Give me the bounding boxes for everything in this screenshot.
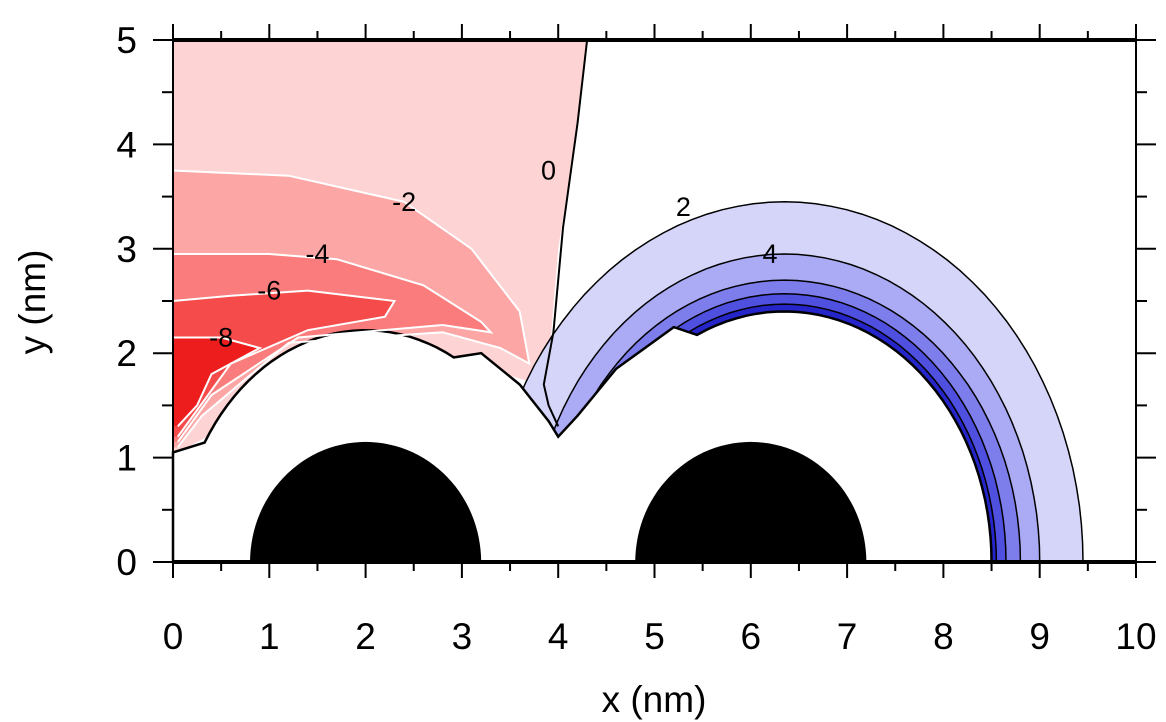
particle-2 xyxy=(635,441,867,562)
x-tick-label: 5 xyxy=(644,616,665,657)
y-tick-label: 1 xyxy=(116,438,137,479)
axis-ticks xyxy=(153,24,1156,578)
x-tick-label: 9 xyxy=(1029,616,1050,657)
contour-line-neg-3 xyxy=(172,289,397,438)
x-tick-label: 2 xyxy=(355,616,376,657)
x-tick-label: 0 xyxy=(163,616,184,657)
region-neg-6 xyxy=(173,290,395,437)
contour-label: -4 xyxy=(305,239,329,269)
contour-line-neg-1 xyxy=(172,169,531,448)
contour-line-neg-2 xyxy=(173,253,494,443)
y-axis-title: y (nm) xyxy=(12,250,53,355)
y-tick-label: 0 xyxy=(116,542,137,583)
x-tick-label: 1 xyxy=(259,616,280,657)
y-tick-label: 5 xyxy=(116,20,137,61)
contour-label: 4 xyxy=(763,239,778,269)
contour-label: 2 xyxy=(676,192,691,222)
x-tick-label: 8 xyxy=(933,616,954,657)
y-tick-label: 2 xyxy=(116,333,137,374)
x-tick-label: 3 xyxy=(452,616,473,657)
contour-labels: -8 -6 -4 -2 0 2 4 xyxy=(209,156,777,353)
x-axis-title: x (nm) xyxy=(602,679,707,720)
y-tick-label: 3 xyxy=(116,229,137,270)
x-tick-label: 6 xyxy=(741,616,762,657)
contour-line-zero xyxy=(542,39,589,427)
particles xyxy=(250,441,867,562)
x-tick-label: 4 xyxy=(548,616,569,657)
contour-label: -6 xyxy=(257,276,281,306)
contour-label: -8 xyxy=(209,323,233,353)
contour-label: 0 xyxy=(541,156,556,186)
x-tick-label: 7 xyxy=(837,616,858,657)
contour-lines xyxy=(172,39,589,448)
x-tick-label: 10 xyxy=(1115,616,1156,657)
particle-1 xyxy=(250,441,482,562)
contour-label: -2 xyxy=(392,187,416,217)
y-tick-label: 4 xyxy=(116,124,137,165)
contour-line-neg-4 xyxy=(173,336,263,427)
tick-labels: 0 1 2 3 4 5 6 7 8 9 10 0 1 2 3 4 5 xyxy=(116,20,1156,657)
